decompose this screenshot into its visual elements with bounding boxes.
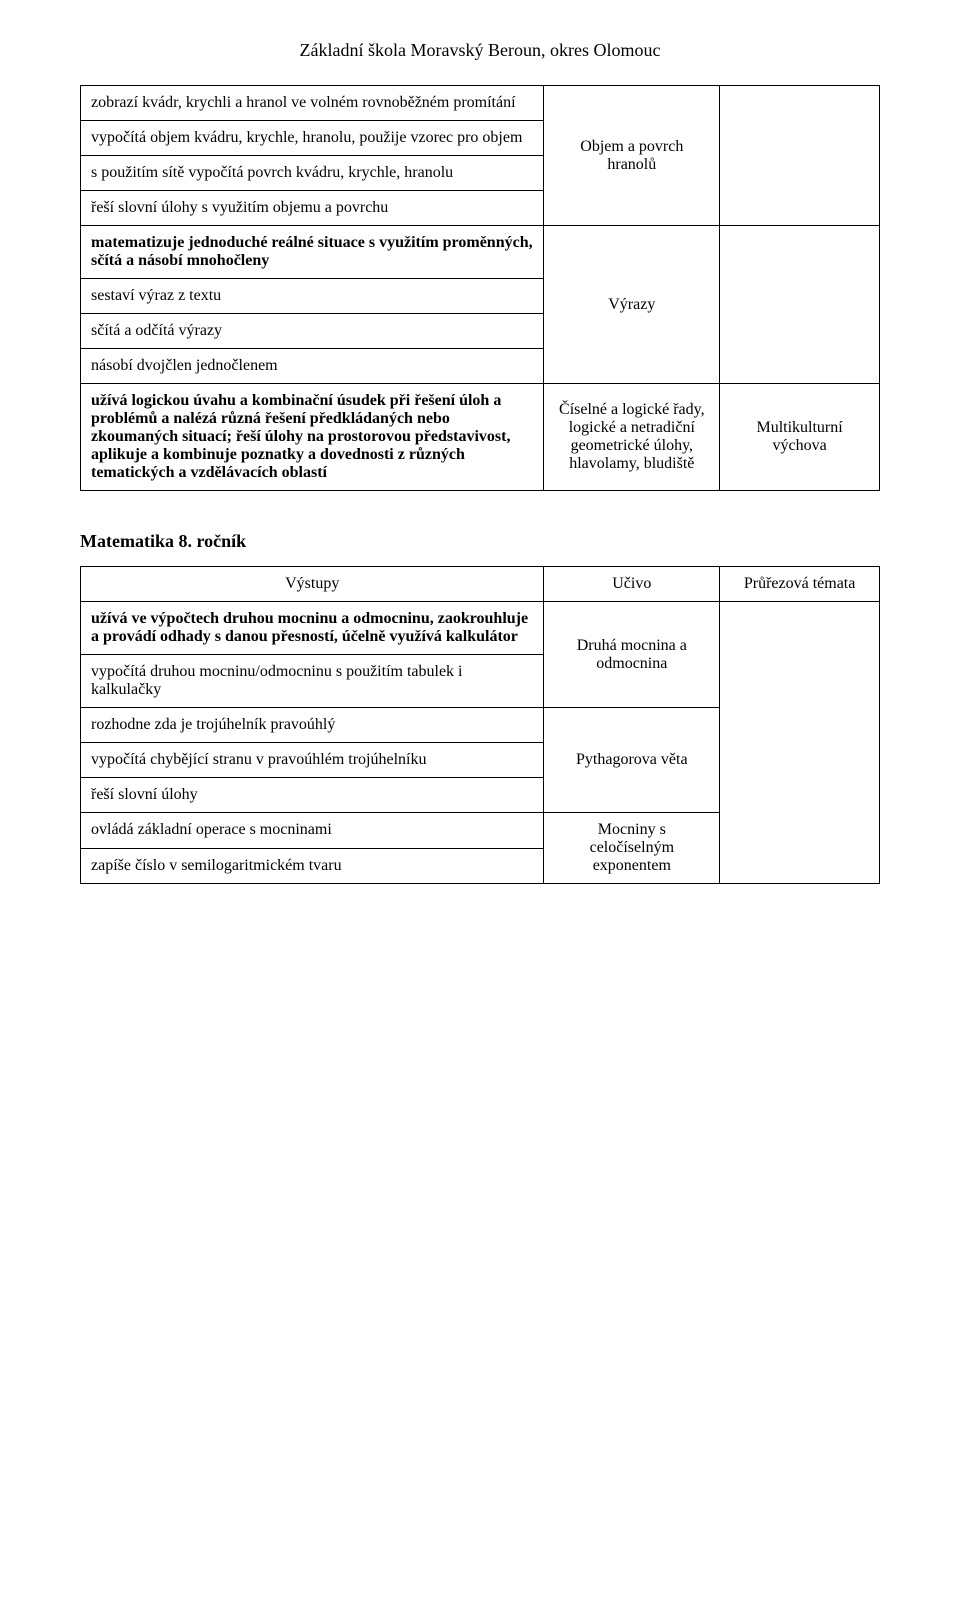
topic-cell: Číselné a logické řady, logické a netrad…: [544, 384, 720, 491]
output-cell: vypočítá druhou mocninu/odmocninu s použ…: [81, 655, 544, 708]
grade-heading: Matematika 8. ročník: [80, 531, 880, 552]
table-header-row: VýstupyUčivoPrůřezová témata: [81, 567, 880, 602]
topic-cell: Objem a povrch hranolů: [544, 86, 720, 226]
output-cell: zobrazí kvádr, krychli a hranol ve volné…: [81, 86, 544, 121]
topic-cell: Druhá mocnina a odmocnina: [544, 602, 720, 708]
output-cell: užívá ve výpočtech druhou mocninu a odmo…: [81, 602, 544, 655]
curriculum-table-1: zobrazí kvádr, krychli a hranol ve volné…: [80, 85, 880, 491]
output-cell: vypočítá objem kvádru, krychle, hranolu,…: [81, 121, 544, 156]
topic-cell: Výrazy: [544, 226, 720, 384]
output-cell: zapíše číslo v semilogaritmickém tvaru: [81, 848, 544, 884]
output-cell: ovládá základní operace s mocninami: [81, 813, 544, 849]
table-row: užívá logickou úvahu a kombinační úsudek…: [81, 384, 880, 491]
cross-cell: Multikulturní výchova: [720, 384, 880, 491]
header-cell: Učivo: [544, 567, 720, 602]
header-cell: Průřezová témata: [720, 567, 880, 602]
output-cell: násobí dvojčlen jednočlenem: [81, 349, 544, 384]
topic-cell: Mocniny s celočíselným exponentem: [544, 813, 720, 884]
curriculum-table-2: VýstupyUčivoPrůřezová témataužívá ve výp…: [80, 566, 880, 884]
topic-cell: Pythagorova věta: [544, 708, 720, 813]
output-cell: s použitím sítě vypočítá povrch kvádru, …: [81, 156, 544, 191]
cross-cell: [720, 226, 880, 384]
output-cell: sestaví výraz z textu: [81, 279, 544, 314]
output-cell: řeší slovní úlohy: [81, 778, 544, 813]
output-cell: vypočítá chybějící stranu v pravoúhlém t…: [81, 743, 544, 778]
output-cell: matematizuje jednoduché reálné situace s…: [81, 226, 544, 279]
output-cell: rozhodne zda je trojúhelník pravoúhlý: [81, 708, 544, 743]
page-title: Základní škola Moravský Beroun, okres Ol…: [80, 40, 880, 61]
header-cell: Výstupy: [81, 567, 544, 602]
table-row: matematizuje jednoduché reálné situace s…: [81, 226, 880, 279]
table-row: užívá ve výpočtech druhou mocninu a odmo…: [81, 602, 880, 655]
output-cell: sčítá a odčítá výrazy: [81, 314, 544, 349]
output-cell: užívá logickou úvahu a kombinační úsudek…: [81, 384, 544, 491]
cross-cell: [720, 602, 880, 884]
table-row: zobrazí kvádr, krychli a hranol ve volné…: [81, 86, 880, 121]
output-cell: řeší slovní úlohy s využitím objemu a po…: [81, 191, 544, 226]
cross-cell: [720, 86, 880, 226]
